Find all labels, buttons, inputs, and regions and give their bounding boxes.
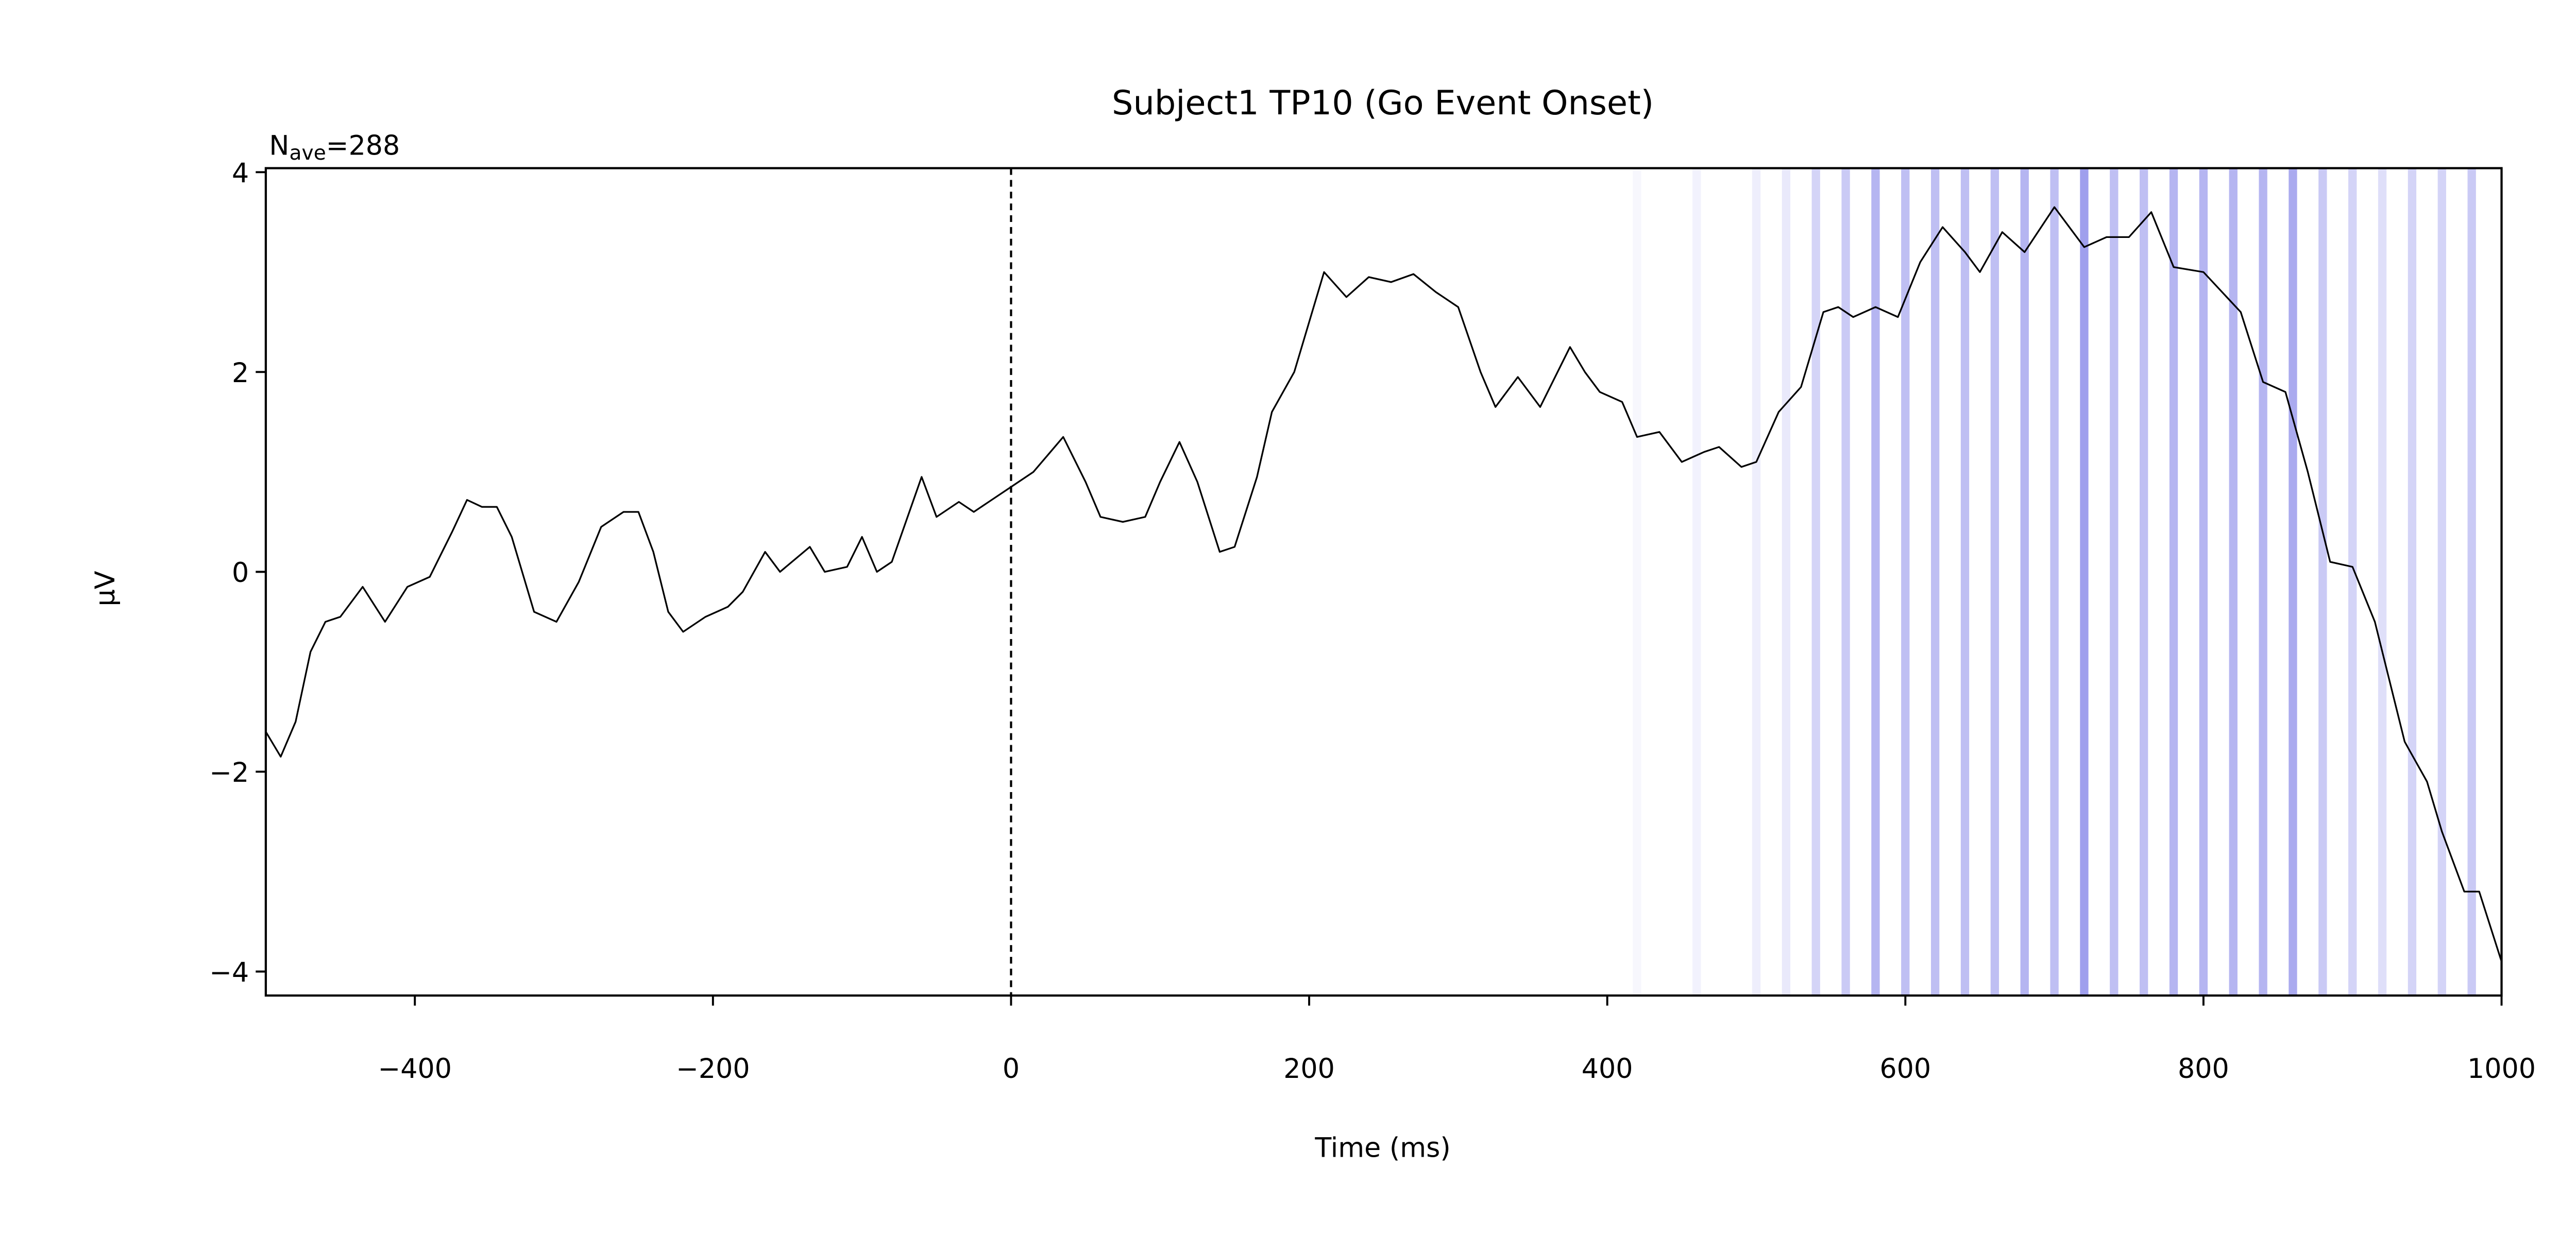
significance-band	[2050, 168, 2059, 996]
significance-band	[2467, 168, 2476, 996]
significance-band	[1990, 168, 1999, 996]
significance-band	[2348, 168, 2357, 996]
significance-band	[2229, 168, 2238, 996]
significance-band	[1752, 168, 1761, 996]
annotation-subscript: ave	[290, 142, 326, 165]
x-axis-label: Time (ms)	[1314, 1133, 1450, 1164]
annotation-base: N	[269, 130, 289, 161]
significance-band	[1633, 168, 1641, 996]
significance-band	[1692, 168, 1701, 996]
significance-band	[2437, 168, 2446, 996]
y-tick-label: 2	[232, 358, 249, 389]
significance-band	[2020, 168, 2029, 996]
axes-frame	[264, 167, 2503, 997]
y-tick-label: 4	[232, 158, 249, 189]
significance-band	[1782, 168, 1791, 996]
x-tick-label: −400	[378, 1054, 451, 1085]
significance-band	[1841, 168, 1850, 996]
significance-band	[2110, 168, 2119, 996]
x-tick-label: 200	[1283, 1054, 1335, 1085]
significance-band	[1901, 168, 1910, 996]
annotation-rest: =288	[326, 130, 400, 161]
plot-area: −400 −200 0 200 400 600 800 1000 −4 −2 0 2 4	[209, 158, 2536, 1085]
x-tick-label: 400	[1582, 1054, 1633, 1085]
significance-band	[2289, 168, 2297, 996]
significance-band	[2199, 168, 2208, 996]
significance-band	[2140, 168, 2148, 996]
annotation: Nave=288	[269, 130, 400, 165]
chart-title: Subject1 TP10 (Go Event Onset)	[1112, 83, 1654, 123]
y-tick-label: −4	[209, 957, 249, 988]
significance-band	[1960, 168, 1970, 996]
significance-band	[1930, 168, 1940, 996]
x-tick-label: 0	[1003, 1054, 1020, 1085]
significance-band	[2169, 168, 2178, 996]
x-tick-label: −200	[676, 1054, 750, 1085]
significance-band	[2408, 168, 2417, 996]
y-tick-label: −2	[209, 758, 249, 788]
y-axis-label: μV	[90, 571, 121, 606]
significance-band	[2080, 168, 2089, 996]
significance-band	[2318, 168, 2327, 996]
x-tick-label: 800	[2178, 1054, 2229, 1085]
significance-band	[2259, 168, 2267, 996]
y-tick-label: 0	[232, 558, 249, 589]
significance-band	[1811, 168, 1820, 996]
significance-band	[2378, 168, 2387, 996]
x-tick-label: 1000	[2467, 1054, 2536, 1085]
significance-band	[1871, 168, 1880, 996]
x-tick-label: 600	[1879, 1054, 1931, 1085]
erp-line	[265, 206, 2503, 962]
